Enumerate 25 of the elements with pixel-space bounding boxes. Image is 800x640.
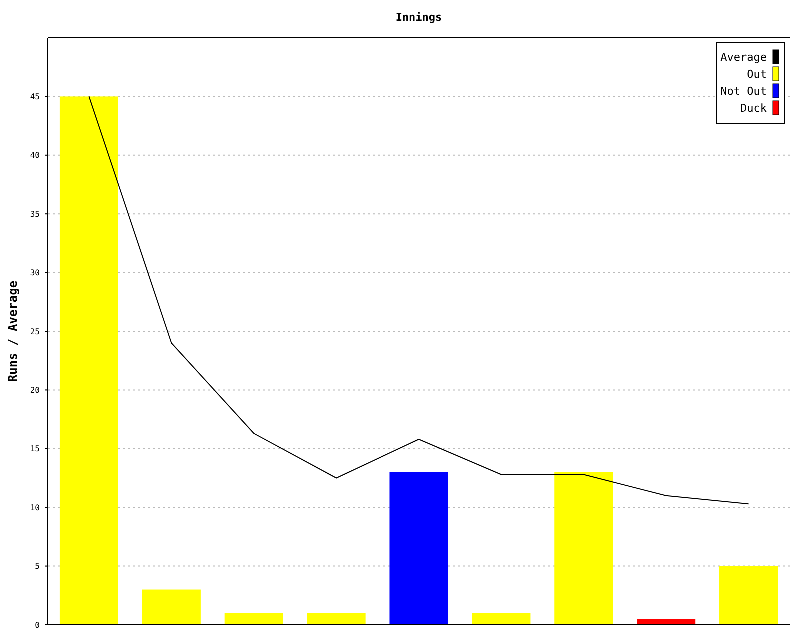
y-axis-title: Runs / Average [6,280,20,382]
bar [472,613,531,625]
bar [390,472,448,625]
bar [637,619,696,625]
y-tick-label: 0 [35,620,40,630]
y-tick-label: 5 [35,562,40,572]
bar [60,96,118,625]
y-tick-label: 40 [30,151,40,160]
y-tick-label: 25 [30,327,40,336]
y-tick-label: 20 [30,386,40,395]
legend-label: Average [720,50,767,64]
legend-label: Not Out [720,84,767,98]
y-tick-label: 45 [30,92,40,102]
bar [142,590,201,625]
legend-label: Duck [740,102,768,115]
bar [224,613,284,625]
bar [720,566,778,625]
bar [307,613,366,625]
y-tick-label: 10 [30,503,40,512]
chart-title: Innings [396,11,442,24]
y-tick-label: 35 [30,210,40,219]
y-tick-label: 15 [30,444,40,454]
y-tick-label: 30 [30,268,40,278]
legend-label: Out [747,68,767,81]
bar [554,472,614,625]
